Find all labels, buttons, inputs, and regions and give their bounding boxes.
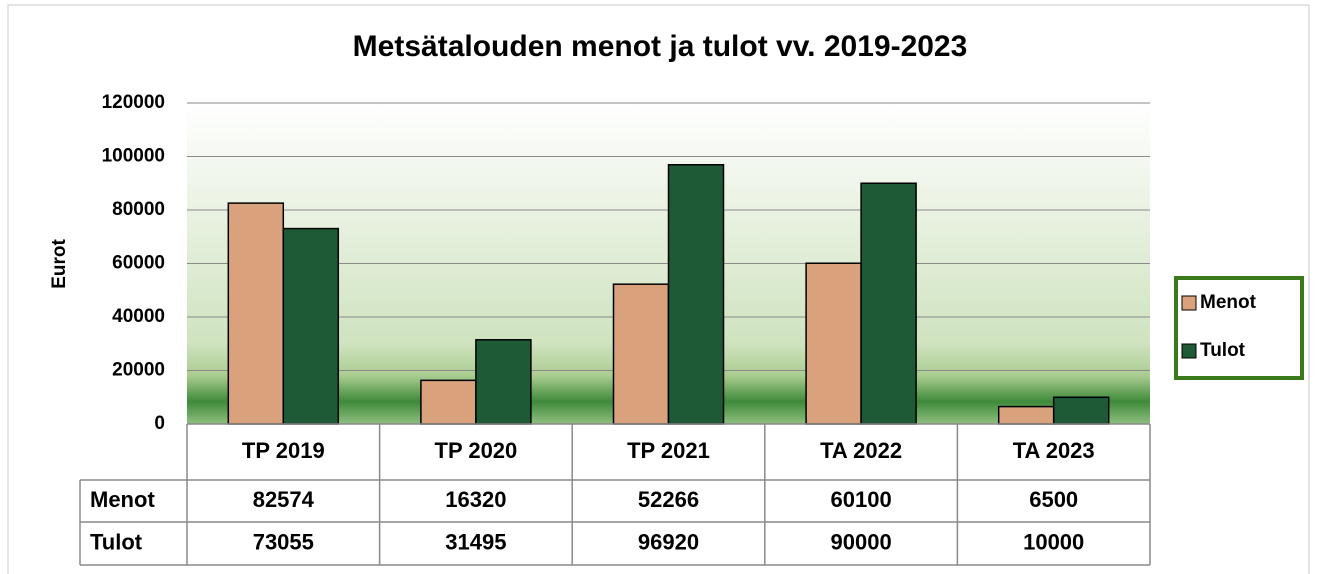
x-tick-label: TP 2021 [627,438,710,463]
bar [227,202,285,425]
x-tick-label: TA 2023 [1013,438,1095,463]
y-tick-label: 100000 [102,146,165,167]
chart-title: Metsätalouden menot ja tulot vv. 2019-20… [353,30,968,63]
bar [805,262,862,425]
y-tick-label: 40000 [112,306,165,327]
table-cell: 96920 [638,529,699,554]
bar [667,163,725,425]
chart-border [7,4,1310,574]
table-cell: 6500 [1029,487,1078,512]
table-cell: 10000 [1023,529,1084,554]
y-tick-label: 20000 [112,360,165,381]
y-tick-label: 60000 [112,253,165,274]
table-cell: 60100 [831,487,892,512]
legend-label: Tulot [1200,340,1246,361]
legend-swatch [1181,295,1197,311]
bar [282,227,340,425]
bar [420,379,477,425]
table-cell: 52266 [638,487,699,512]
y-tick-label: 0 [154,413,165,434]
table-cell: 73055 [253,529,314,554]
legend-label: Menot [1200,292,1257,313]
bar [612,283,670,425]
table-cell: 82574 [253,487,315,512]
bar [475,339,532,425]
table-cell: 31495 [445,529,506,554]
y-axis-label: Eurot [49,239,70,289]
table-cell: 16320 [445,487,506,512]
y-tick-label: 120000 [102,92,165,113]
bar [1052,396,1110,425]
x-tick-label: TP 2019 [242,438,325,463]
table-row-header: Menot [90,487,155,512]
legend [1174,276,1304,380]
bar [997,405,1055,425]
table-cell: 90000 [831,529,892,554]
y-tick-label: 80000 [112,199,165,220]
x-tick-label: TP 2020 [435,438,518,463]
x-tick-label: TA 2022 [820,438,902,463]
table-row-header: Tulot [90,529,143,554]
bar [860,182,917,425]
legend-swatch [1181,343,1197,359]
